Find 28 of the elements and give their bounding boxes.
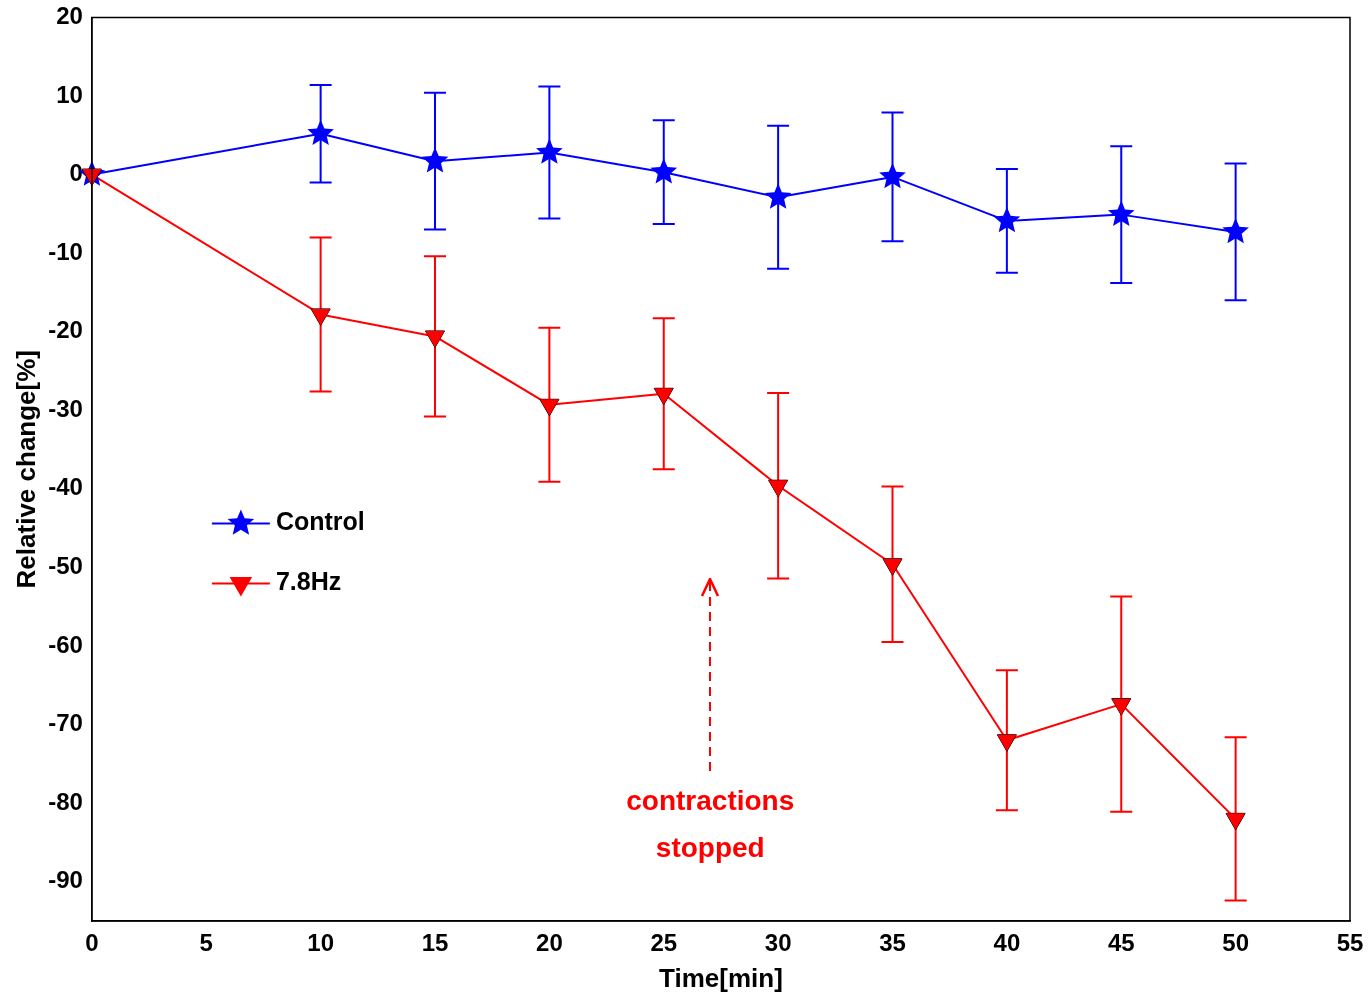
y-tick-label: 20 <box>56 2 83 30</box>
annotation: contractions stopped <box>626 785 795 864</box>
x-tick-label: 25 <box>650 929 678 957</box>
x-tick-label: 45 <box>1107 929 1135 957</box>
x-tick-label: 10 <box>307 929 334 957</box>
y-tick-label: -50 <box>48 552 83 580</box>
legend-label: 7.8Hz <box>275 567 342 596</box>
x-tick-label: 55 <box>1336 929 1364 957</box>
x-tick-label: 5 <box>199 929 213 957</box>
y-tick-label: 10 <box>56 80 83 108</box>
x-tick-label: 30 <box>764 929 792 957</box>
y-tick-label: 0 <box>69 159 83 187</box>
y-tick-label: -70 <box>48 709 83 737</box>
x-tick-label: 35 <box>879 929 906 957</box>
y-tick-label: -20 <box>48 316 83 344</box>
y-axis-title: Relative change[%] <box>10 350 41 589</box>
y-tick-label: -90 <box>48 866 83 894</box>
x-tick-label: 20 <box>536 929 563 957</box>
x-tick-label: 15 <box>421 929 449 957</box>
y-tick-label: -30 <box>48 394 83 422</box>
y-tick-label: -60 <box>48 630 83 658</box>
x-tick-label: 40 <box>993 929 1021 957</box>
y-tick-label: -10 <box>48 237 83 265</box>
y-tick-label: -40 <box>48 473 83 501</box>
x-axis-title: Time[min] <box>659 962 783 993</box>
x-tick-label: 50 <box>1222 929 1249 957</box>
y-tick-label: -80 <box>48 787 83 815</box>
legend-label: Control <box>275 507 365 536</box>
